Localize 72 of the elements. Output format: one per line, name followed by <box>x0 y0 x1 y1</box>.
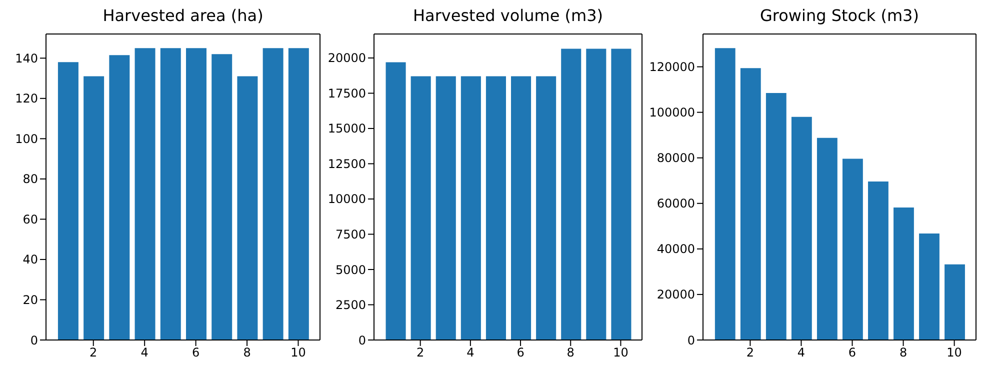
x-tick-label: 8 <box>566 346 574 360</box>
bar <box>791 116 812 340</box>
x-tick-label: 4 <box>140 346 148 360</box>
bar <box>868 182 888 340</box>
bar <box>842 158 863 340</box>
y-tick-label: 15000 <box>328 122 366 136</box>
x-tick-label: 4 <box>797 346 806 360</box>
bar <box>262 48 284 340</box>
y-tick-label: 10000 <box>328 192 366 206</box>
x-tick-label: 6 <box>516 346 524 360</box>
y-tick-label: 80 <box>22 172 38 186</box>
bar <box>134 48 156 340</box>
x-tick-label: 8 <box>243 346 251 360</box>
x-tick-label: 6 <box>848 346 856 360</box>
y-tick-label: 5000 <box>335 262 366 277</box>
bar <box>160 48 181 340</box>
bar <box>84 76 104 340</box>
y-tick-label: 60000 <box>656 196 695 211</box>
bar <box>237 76 258 340</box>
bar <box>919 233 940 340</box>
bar <box>714 48 736 340</box>
y-tick-label: 17500 <box>328 86 366 100</box>
bar <box>561 48 582 340</box>
y-tick-label: 120 <box>15 92 38 106</box>
bar <box>186 48 206 340</box>
y-tick-label: 80000 <box>656 151 695 166</box>
x-tick-label: 6 <box>192 346 200 360</box>
y-tick-label: 100 <box>15 132 38 146</box>
y-tick-label: 120000 <box>649 60 695 74</box>
bar <box>436 76 456 340</box>
chart-title: Growing Stock (m3) <box>759 6 920 25</box>
x-tick-label: 10 <box>946 346 962 360</box>
y-tick-label: 20000 <box>328 51 366 66</box>
y-tick-label: 12500 <box>328 156 366 171</box>
y-tick-label: 7500 <box>335 228 366 242</box>
bar <box>611 48 632 340</box>
y-tick-label: 0 <box>358 333 366 348</box>
x-tick-label: 8 <box>899 346 908 360</box>
y-tick-label: 2500 <box>335 298 366 312</box>
chart-title: Harvested area (ha) <box>102 6 264 25</box>
x-tick-label: 10 <box>613 346 628 360</box>
bar <box>486 76 506 340</box>
bar <box>460 76 481 340</box>
y-tick-label: 40000 <box>656 242 695 256</box>
bar <box>766 92 786 340</box>
bar <box>586 48 606 340</box>
y-tick-label: 20000 <box>656 288 695 302</box>
bar <box>511 76 532 340</box>
bar <box>288 48 309 340</box>
y-tick-label: 60 <box>22 212 38 226</box>
bar <box>109 55 130 340</box>
bar <box>212 54 232 340</box>
bar <box>944 264 965 340</box>
y-tick-label: 0 <box>687 333 695 348</box>
bar <box>740 68 761 340</box>
y-tick-label: 0 <box>30 333 38 348</box>
bar <box>816 138 838 340</box>
x-tick-label: 4 <box>466 346 474 360</box>
bar <box>894 207 914 340</box>
y-tick-label: 20 <box>22 292 38 307</box>
bar <box>386 62 406 340</box>
x-tick-label: 2 <box>90 346 98 360</box>
bar <box>410 76 431 340</box>
y-tick-label: 40 <box>22 252 38 267</box>
x-tick-label: 10 <box>290 346 306 360</box>
x-tick-label: 2 <box>746 346 754 360</box>
x-tick-label: 2 <box>416 346 424 360</box>
y-tick-label: 140 <box>15 51 38 66</box>
bar <box>536 76 556 340</box>
bar <box>58 62 78 340</box>
y-tick-label: 100000 <box>649 106 695 120</box>
chart-title: Harvested volume (m3) <box>412 6 604 25</box>
